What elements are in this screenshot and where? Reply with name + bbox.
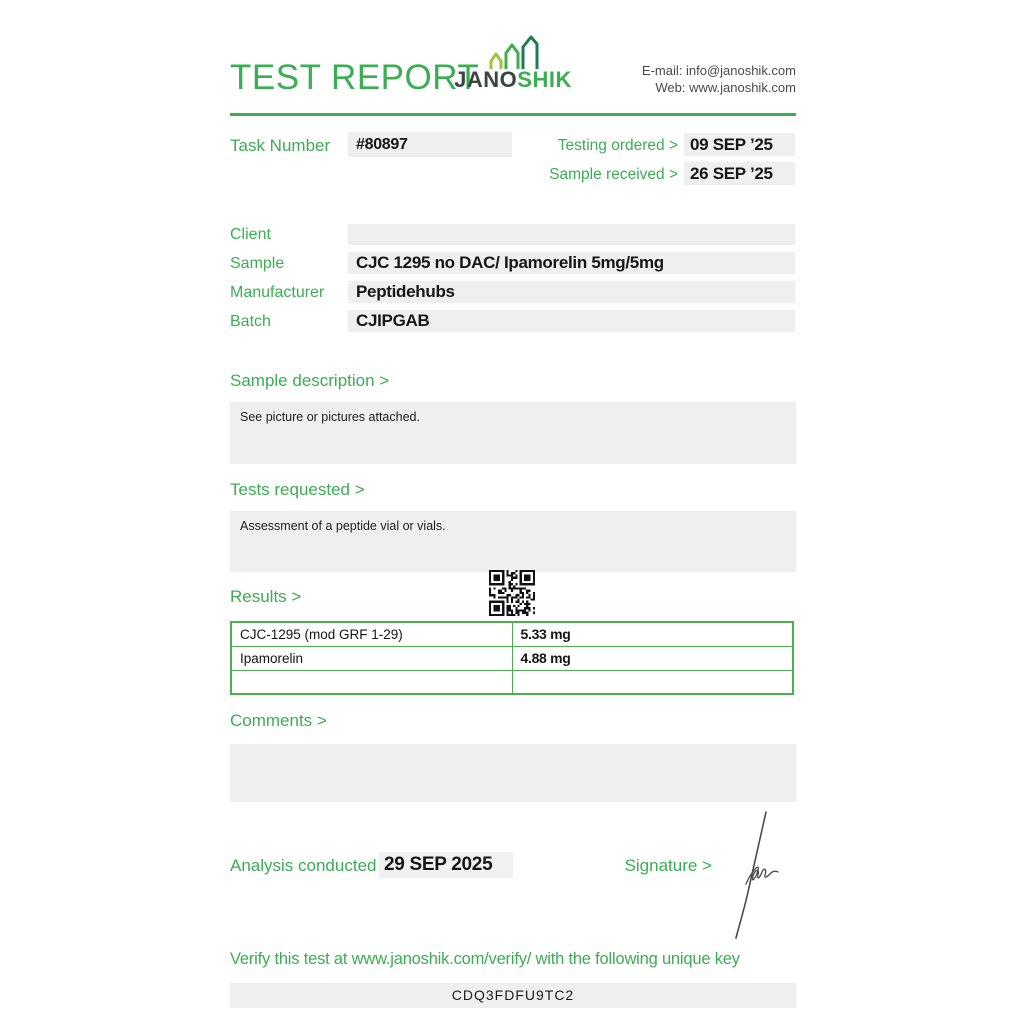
logo-wordmark: JANOSHIK xyxy=(452,67,574,93)
comments-box xyxy=(230,744,796,802)
header-divider xyxy=(230,113,796,116)
contact-web: Web: www.janoshik.com xyxy=(655,80,796,95)
manufacturer-value: Peptidehubs xyxy=(348,281,795,303)
analyte-cell: CJC-1295 (mod GRF 1-29) xyxy=(230,621,513,647)
result-cell: 5.33 mg xyxy=(511,621,794,647)
results-table: CJC-1295 (mod GRF 1-29) 5.33 mg Ipamorel… xyxy=(230,621,794,695)
comments-heading: Comments > xyxy=(230,711,327,730)
tests-requested-box: Assessment of a peptide vial or vials. xyxy=(230,511,796,572)
analyte-cell xyxy=(230,669,513,695)
unique-key-value: CDQ3FDFU9TC2 xyxy=(230,983,796,1008)
tests-requested-heading: Tests requested > xyxy=(230,480,365,499)
testing-ordered-value: 09 SEP ’25 xyxy=(684,133,795,156)
signature-label: Signature > xyxy=(624,856,712,875)
testing-ordered-label: Testing ordered > xyxy=(557,137,678,154)
analysis-conducted-label: Analysis conducted > xyxy=(230,856,392,875)
sample-description-text: See picture or pictures attached. xyxy=(240,410,420,424)
analyte-cell: Ipamorelin xyxy=(230,645,513,671)
sample-label: Sample xyxy=(230,255,285,272)
qr-code-icon xyxy=(489,570,535,621)
manufacturer-label: Manufacturer xyxy=(230,284,325,301)
page-title: TEST REPORT xyxy=(230,58,480,97)
analysis-conducted-value: 29 SEP 2025 xyxy=(379,852,513,878)
sample-description-box: See picture or pictures attached. xyxy=(230,402,796,464)
contact-block: E-mail: info@janoshik.com Web: www.janos… xyxy=(560,62,796,96)
logo-shik: SHIK xyxy=(517,67,572,92)
batch-label: Batch xyxy=(230,313,271,330)
growth-chart-icon xyxy=(485,33,541,76)
logo-jano: JANO xyxy=(454,67,518,92)
table-row xyxy=(230,669,794,695)
result-cell: 4.88 mg xyxy=(511,645,794,671)
table-row: CJC-1295 (mod GRF 1-29) 5.33 mg xyxy=(230,621,794,647)
task-number-label: Task Number xyxy=(230,136,331,155)
batch-value: CJIPGAB xyxy=(348,310,795,332)
contact-email: E-mail: info@janoshik.com xyxy=(641,63,796,78)
results-heading: Results > xyxy=(230,587,302,606)
handwritten-signature-icon xyxy=(720,810,784,945)
verify-text: Verify this test at www.janoshik.com/ver… xyxy=(230,950,740,968)
result-cell xyxy=(511,669,794,695)
sample-description-heading: Sample description > xyxy=(230,371,390,390)
sample-received-value: 26 SEP ’25 xyxy=(684,162,795,185)
table-row: Ipamorelin 4.88 mg xyxy=(230,645,794,671)
sample-value: CJC 1295 no DAC/ Ipamorelin 5mg/5mg xyxy=(348,252,795,274)
client-label: Client xyxy=(230,226,271,243)
tests-requested-text: Assessment of a peptide vial or vials. xyxy=(240,519,446,533)
sample-received-label: Sample received > xyxy=(549,166,678,183)
task-number-value: #80897 xyxy=(348,132,512,157)
client-value xyxy=(348,224,795,245)
